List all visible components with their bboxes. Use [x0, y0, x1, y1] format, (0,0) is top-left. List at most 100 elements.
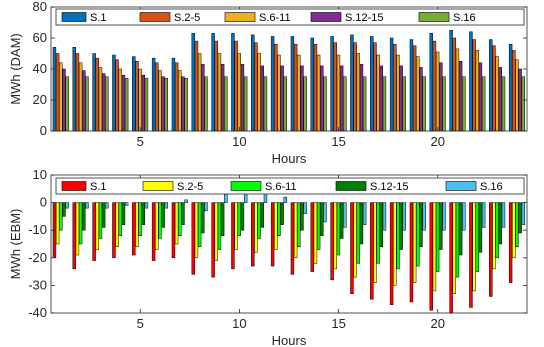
- bar: [382, 202, 387, 231]
- bar: [489, 39, 493, 132]
- bar: [402, 76, 407, 132]
- legend-swatch: [61, 181, 87, 191]
- bar: [155, 202, 159, 250]
- bar: [240, 202, 245, 231]
- bar: [316, 202, 321, 250]
- series-S.12-15: [62, 202, 522, 256]
- bar: [458, 202, 463, 256]
- legend-swatch: [445, 181, 477, 191]
- bar: [492, 202, 496, 270]
- bar: [105, 202, 109, 209]
- bar: [313, 202, 318, 264]
- x-tick-label: 15: [331, 316, 345, 331]
- bar: [393, 43, 397, 132]
- legend-label: S.1: [90, 181, 107, 193]
- bar: [339, 65, 344, 132]
- bar: [220, 64, 225, 132]
- series-S.6-11: [59, 202, 519, 278]
- bar: [214, 202, 218, 261]
- bar: [290, 36, 295, 132]
- bar: [75, 202, 80, 256]
- legend-item: S.2-5: [142, 181, 203, 193]
- bar: [336, 202, 341, 256]
- bar: [277, 202, 281, 236]
- bar: [435, 202, 440, 272]
- legend-swatch: [224, 12, 256, 22]
- bar: [478, 62, 483, 132]
- bar: [211, 202, 215, 278]
- bar: [132, 56, 136, 132]
- bar: [435, 51, 440, 132]
- bar: [141, 74, 146, 132]
- y-tick-label: -40: [28, 305, 47, 320]
- bar: [373, 202, 377, 283]
- bar: [343, 76, 347, 132]
- bar: [191, 202, 195, 275]
- bar: [462, 76, 466, 132]
- bar: [174, 202, 179, 245]
- bar: [469, 31, 473, 132]
- x-tick-label: 15: [331, 134, 345, 149]
- bar: [396, 202, 400, 270]
- bar: [151, 57, 156, 132]
- bar: [197, 202, 202, 248]
- bar: [184, 78, 188, 132]
- bar: [251, 34, 255, 132]
- bar: [389, 37, 394, 132]
- bar: [495, 202, 499, 259]
- bar: [419, 202, 423, 248]
- bar: [455, 202, 460, 278]
- bar: [280, 202, 284, 225]
- bar: [498, 67, 503, 132]
- bar: [422, 76, 426, 132]
- bar: [237, 53, 242, 132]
- legend: S.1 S.2-5 S.6-11 S.12-15 S.16: [55, 177, 525, 195]
- bar: [277, 54, 281, 132]
- bar: [257, 53, 261, 132]
- bar: [452, 37, 456, 132]
- legend-item: S.12-15: [310, 12, 384, 24]
- bar: [178, 70, 182, 132]
- bar: [419, 67, 423, 132]
- legend-swatch: [310, 12, 342, 22]
- bar: [237, 202, 242, 236]
- bar: [455, 48, 460, 132]
- legend-item: S.6-11: [230, 181, 297, 193]
- bar: [124, 202, 129, 206]
- bar: [115, 202, 119, 248]
- bar: [409, 39, 414, 132]
- legend-item: S.2-5: [139, 12, 200, 24]
- bar: [161, 76, 165, 132]
- bar: [462, 202, 466, 231]
- bar: [270, 202, 275, 267]
- legend-swatch: [230, 181, 262, 191]
- bar: [144, 202, 149, 209]
- bar: [214, 40, 218, 132]
- legend-box: [55, 8, 525, 26]
- legend-label: S.16: [480, 181, 503, 193]
- legend-swatch: [61, 12, 87, 22]
- bar: [174, 62, 179, 132]
- bar: [254, 42, 258, 132]
- bar: [263, 76, 268, 132]
- legend-swatch: [335, 181, 367, 191]
- bar: [508, 43, 513, 132]
- bar: [501, 76, 506, 132]
- bar: [350, 34, 354, 132]
- x-tick-label: 20: [431, 134, 445, 149]
- bar: [85, 76, 89, 132]
- y-tick-label: -30: [28, 277, 47, 292]
- bar: [303, 76, 307, 132]
- y-tick-label: 40: [33, 61, 47, 76]
- bar: [501, 202, 506, 228]
- bar: [217, 202, 222, 250]
- bar: [416, 202, 420, 267]
- bar: [181, 202, 185, 225]
- bar: [121, 202, 126, 225]
- legend-swatch: [418, 12, 450, 22]
- axes-box: [50, 174, 528, 314]
- bar: [362, 76, 367, 132]
- bar: [350, 202, 354, 294]
- bar: [141, 202, 146, 225]
